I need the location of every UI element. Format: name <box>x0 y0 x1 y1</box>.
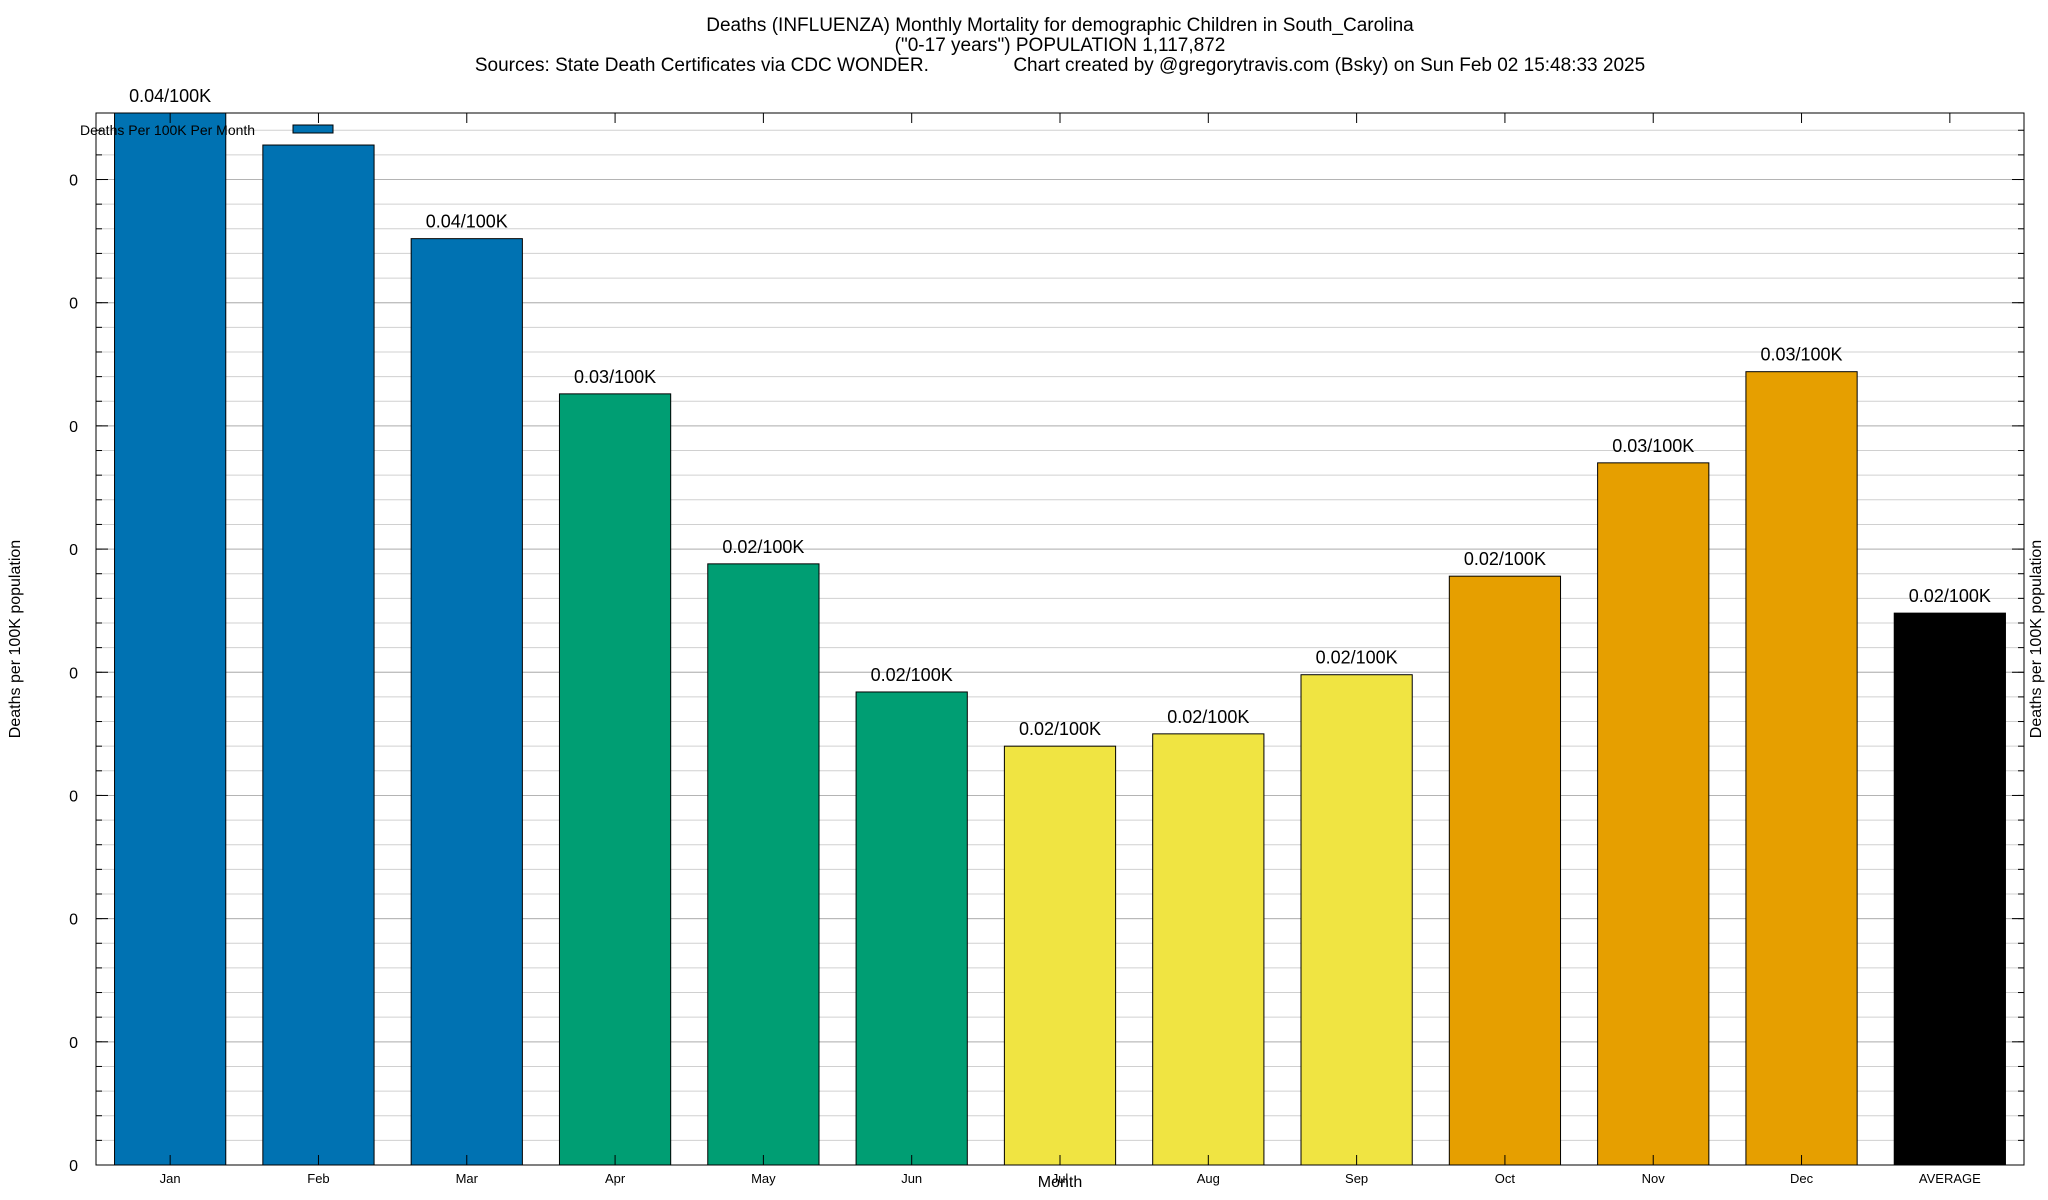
x-tick-label: Feb <box>307 1171 329 1186</box>
x-tick-label: Dec <box>1790 1171 1814 1186</box>
bar-apr <box>558 393 672 1166</box>
data-label: 0.02/100K <box>1167 707 1249 727</box>
x-tick-label: Sep <box>1345 1171 1368 1186</box>
x-tick-label: Oct <box>1495 1171 1516 1186</box>
data-label: 0.02/100K <box>1316 648 1398 668</box>
y-tick-label: 0 <box>69 912 78 929</box>
bar-jan <box>114 112 227 1166</box>
bar-jun <box>855 691 968 1166</box>
data-label: 0.02/100K <box>1464 549 1546 569</box>
y-tick-label: 0 <box>69 419 78 436</box>
data-label: 0.03/100K <box>574 367 656 387</box>
x-tick-label: Jun <box>901 1171 922 1186</box>
data-label: 0.02/100K <box>871 665 953 685</box>
chart-title-line-1: Deaths (INFLUENZA) Monthly Mortality for… <box>706 15 1414 36</box>
x-tick-label: Aug <box>1197 1171 1220 1186</box>
data-label: 0.02/100K <box>722 537 804 557</box>
bar-aug <box>1152 733 1265 1166</box>
legend-swatch <box>292 124 334 134</box>
chart-title-line-3: Sources: State Death Certificates via CD… <box>475 55 1645 76</box>
bar-dec <box>1745 371 1858 1166</box>
x-tick-label: Apr <box>605 1171 626 1186</box>
y-tick-label: 0 <box>69 542 78 559</box>
x-tick-label: Nov <box>1642 1171 1666 1186</box>
plot-frame <box>95 112 2025 1166</box>
legend-label: Deaths Per 100K Per Month <box>80 122 255 138</box>
x-tick-label: Jan <box>160 1171 181 1186</box>
bar-may <box>707 563 820 1166</box>
y-tick-label: 0 <box>69 296 78 313</box>
y-tick-label: 0 <box>69 665 78 682</box>
bar-oct <box>1448 575 1562 1166</box>
data-label: 0.03/100K <box>1760 345 1842 365</box>
data-label: 0.03/100K <box>1612 436 1694 456</box>
bar-feb <box>262 144 375 1166</box>
data-label: 0.02/100K <box>1019 719 1101 739</box>
y-tick-label: 0 <box>69 173 78 190</box>
chart-title-line-2: ("0-17 years") POPULATION 1,117,872 <box>895 35 1226 56</box>
x-tick-label: Jul <box>1052 1171 1069 1186</box>
bar-nov <box>1597 462 1710 1166</box>
bar-sep <box>1300 674 1413 1166</box>
y-tick-label: 0 <box>69 1158 78 1175</box>
x-tick-label: May <box>751 1171 776 1186</box>
bar-mar <box>410 238 523 1166</box>
y-tick-label: 0 <box>69 1035 78 1052</box>
data-label: 0.02/100K <box>1909 586 1991 606</box>
data-label: 0.04/100K <box>129 86 211 106</box>
x-axis-label: Month <box>1038 1174 1082 1191</box>
bar-jul <box>1003 745 1117 1166</box>
x-tick-label: Mar <box>456 1171 479 1186</box>
y-tick-label: 0 <box>69 788 78 805</box>
x-tick-label: AVERAGE <box>1919 1171 1981 1186</box>
data-label: 0.04/100K <box>426 212 508 232</box>
bar-average <box>1893 612 2006 1166</box>
y-axis-label-left: Deaths per 100K population <box>7 540 24 738</box>
y-axis-label-right: Deaths per 100K population <box>2028 540 2045 738</box>
